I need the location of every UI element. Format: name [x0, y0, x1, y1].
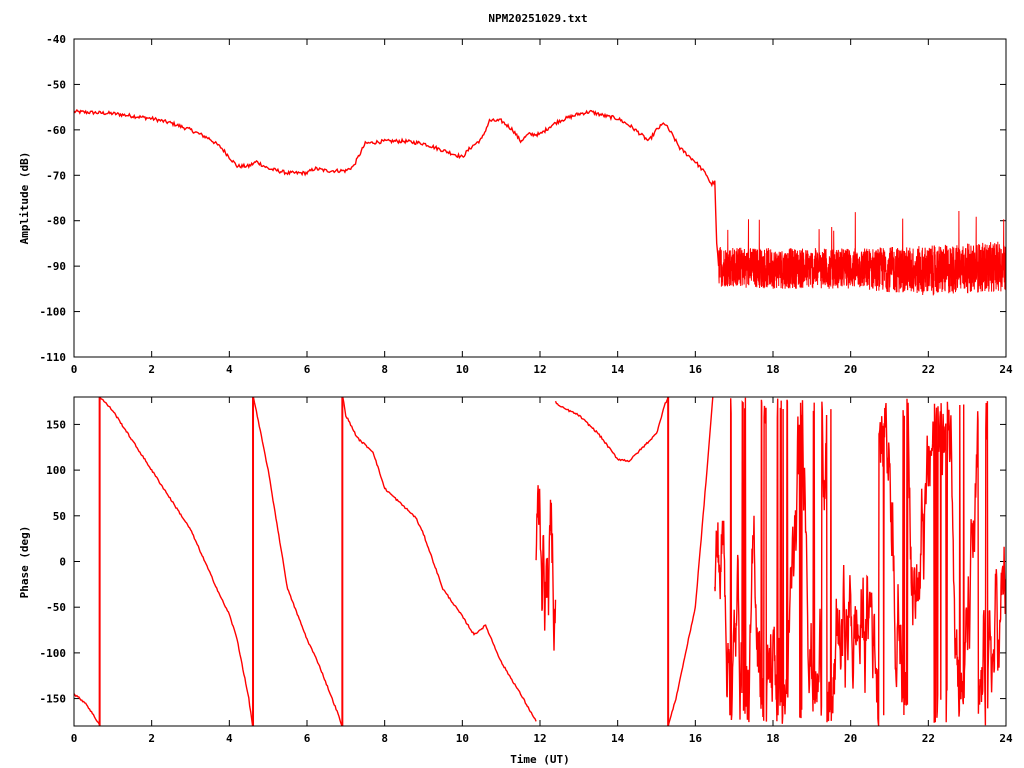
y-tick-label: -100 — [40, 647, 67, 660]
x-tick-label: 10 — [456, 732, 469, 745]
phase-seg-6-trace — [667, 397, 714, 726]
y-tick-label: 150 — [46, 418, 66, 431]
y-tick-label: -60 — [46, 124, 66, 137]
y-tick-label: -100 — [40, 306, 67, 319]
x-tick-label: 8 — [381, 363, 388, 376]
x-tick-label: 20 — [844, 732, 857, 745]
x-tick-label: 18 — [766, 363, 779, 376]
x-tick-label: 22 — [922, 363, 935, 376]
x-tick-label: 0 — [71, 363, 78, 376]
plot-frame — [73, 38, 1007, 358]
x-tick-label: 4 — [226, 732, 233, 745]
x-tick-label: 12 — [533, 363, 546, 376]
y-tick-label: 50 — [53, 510, 66, 523]
x-tick-label: 4 — [226, 363, 233, 376]
x-tick-label: 22 — [922, 732, 935, 745]
phase-seg-1-trace — [74, 693, 100, 725]
amplitude-trace — [74, 108, 720, 267]
x-tick-label: 0 — [71, 732, 78, 745]
amplitude-noise-envelope-trace — [718, 210, 1006, 296]
phase-seg-5-trace — [554, 397, 669, 463]
x-tick-label: 2 — [148, 363, 155, 376]
y-tick-label: -50 — [46, 78, 66, 91]
x-tick-label: 24 — [999, 732, 1013, 745]
y-tick-label: -70 — [46, 169, 66, 182]
x-tick-label: 10 — [456, 363, 469, 376]
phase-seg-2-trace — [99, 397, 254, 726]
y-tick-label: 0 — [59, 556, 66, 569]
y-tick-label: -90 — [46, 260, 66, 273]
phase-plot: 0 2 4 6 8 10 12 14 16 18 20 22 24150100500-50-100-15… — [40, 396, 1013, 745]
phase-seg-4-trace — [342, 397, 537, 722]
phase-noise-trace — [535, 397, 1006, 726]
y-tick-label: -110 — [40, 351, 67, 364]
phase-y-axis-label: Phase (deg) — [18, 526, 31, 599]
x-axis-label: Time (UT) — [510, 753, 570, 766]
x-tick-label: 6 — [304, 732, 311, 745]
x-tick-label: 8 — [381, 732, 388, 745]
x-tick-label: 14 — [611, 732, 625, 745]
amplitude-plot: 0 2 4 6 8 10 12 14 16 18 20 22 24-40-50-60-70-80-90-… — [40, 33, 1013, 376]
x-tick-label: 6 — [304, 363, 311, 376]
x-tick-label: 14 — [611, 363, 625, 376]
y-tick-label: -50 — [46, 601, 66, 614]
x-tick-label: 16 — [689, 732, 703, 745]
y-tick-label: -150 — [40, 693, 67, 706]
plot-frame — [73, 396, 1007, 727]
x-tick-label: 2 — [148, 732, 155, 745]
y-tick-label: -40 — [46, 33, 66, 46]
chart-title: NPM20251029.txt — [488, 12, 587, 25]
amplitude-y-axis-label: Amplitude (dB) — [18, 152, 31, 245]
x-tick-label: 20 — [844, 363, 857, 376]
y-tick-label: -80 — [46, 215, 66, 228]
phase-seg-3-trace — [252, 397, 343, 726]
x-tick-label: 16 — [689, 363, 703, 376]
x-tick-label: 24 — [999, 363, 1013, 376]
x-tick-label: 18 — [766, 732, 779, 745]
y-tick-label: 100 — [46, 464, 66, 477]
x-tick-label: 12 — [533, 732, 546, 745]
